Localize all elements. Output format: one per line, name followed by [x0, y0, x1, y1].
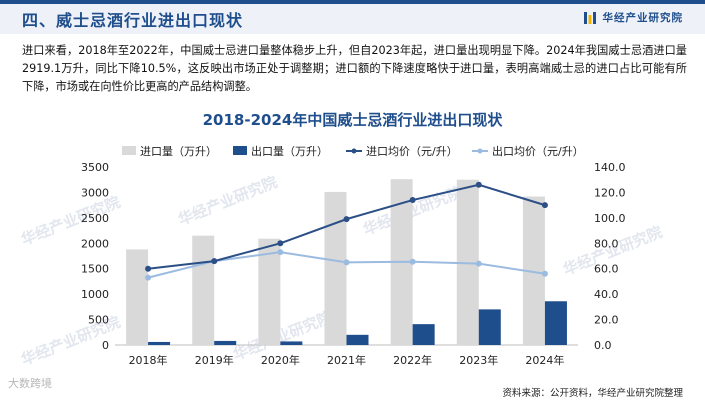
export-price-point	[277, 249, 284, 256]
legend-marker	[351, 148, 357, 154]
bar-export-volume	[214, 340, 237, 345]
bar-export-volume	[346, 334, 369, 345]
bar-export-volume	[412, 324, 435, 345]
x-tick-label: 2024年	[525, 353, 564, 367]
import-price-point	[409, 197, 416, 204]
x-tick-label: 2021年	[327, 353, 366, 367]
x-tick-label: 2022年	[393, 353, 432, 367]
export-price-point	[475, 260, 482, 267]
y-right-tick-label: 40.0	[594, 288, 619, 301]
brand: 华经产业研究院	[583, 10, 684, 25]
export-price-point	[145, 274, 152, 281]
y-left-tick-label: 2500	[81, 212, 109, 225]
export-price-point	[343, 259, 350, 266]
import-price-point	[211, 258, 218, 265]
intro-paragraph: 进口来看，2018年至2022年，中国威士忌进口量整体稳步上升，但自2023年起…	[22, 44, 687, 93]
x-tick-label: 2018年	[129, 353, 168, 367]
bar-import-volume	[258, 238, 281, 345]
y-right-tick-label: 120.0	[594, 186, 626, 199]
legend-label: 出口量（万升）	[251, 144, 328, 158]
legend-label: 出口均价（元/升）	[492, 144, 584, 158]
y-right-tick-label: 20.0	[594, 314, 619, 327]
bar-import-volume	[192, 235, 215, 345]
bar-import-volume	[126, 249, 149, 345]
section-header: 四、威士忌酒行业进出口现状 华经产业研究院	[0, 0, 705, 34]
import-price-point	[343, 216, 350, 223]
x-tick-label: 2019年	[195, 353, 234, 367]
chart-title: 2018-2024年中国威士忌酒行业进出口现状	[202, 111, 503, 129]
import-price-point	[541, 202, 548, 209]
y-left-tick-label: 2000	[81, 237, 109, 250]
import-price-point	[475, 181, 482, 188]
y-left-tick-label: 1500	[81, 263, 109, 276]
bar-export-volume	[148, 341, 171, 345]
y-left-tick-label: 1000	[81, 288, 109, 301]
corner-watermark: 大数跨境	[8, 377, 52, 390]
legend-swatch	[233, 146, 247, 155]
bar-export-volume	[544, 301, 567, 345]
section-title: 四、威士忌酒行业进出口现状	[22, 11, 244, 30]
export-price-point	[541, 270, 548, 277]
header-accent-bar	[0, 0, 705, 4]
x-tick-label: 2023年	[459, 353, 498, 367]
legend-label: 进口量（万升）	[140, 145, 217, 158]
brand-name: 华经产业研究院	[602, 12, 683, 24]
x-tick-label: 2020年	[261, 353, 300, 367]
import-price-point	[145, 265, 152, 272]
y-left-tick-label: 500	[88, 314, 109, 327]
export-price-point	[409, 258, 416, 265]
y-left-tick-label: 0	[102, 339, 109, 352]
bar-import-volume	[324, 191, 347, 345]
y-left-tick-label: 3500	[81, 161, 109, 174]
brand-logo-icon	[583, 11, 596, 24]
y-right-tick-label: 80.0	[594, 237, 619, 250]
y-right-tick-label: 0.0	[594, 339, 612, 352]
source-note: 资料来源：公开资料，华经产业研究院整理	[502, 388, 683, 399]
y-right-tick-label: 60.0	[594, 263, 619, 276]
legend-label: 进口均价（元/升）	[366, 145, 458, 158]
y-right-tick-label: 140.0	[594, 161, 626, 174]
bar-import-volume	[522, 196, 545, 345]
bar-export-volume	[280, 341, 303, 345]
import-price-point	[277, 240, 284, 247]
y-left-tick-label: 3000	[81, 186, 109, 199]
legend-marker	[477, 148, 483, 154]
bar-export-volume	[478, 309, 501, 345]
legend-swatch	[122, 146, 136, 155]
y-right-tick-label: 100.0	[594, 212, 626, 225]
